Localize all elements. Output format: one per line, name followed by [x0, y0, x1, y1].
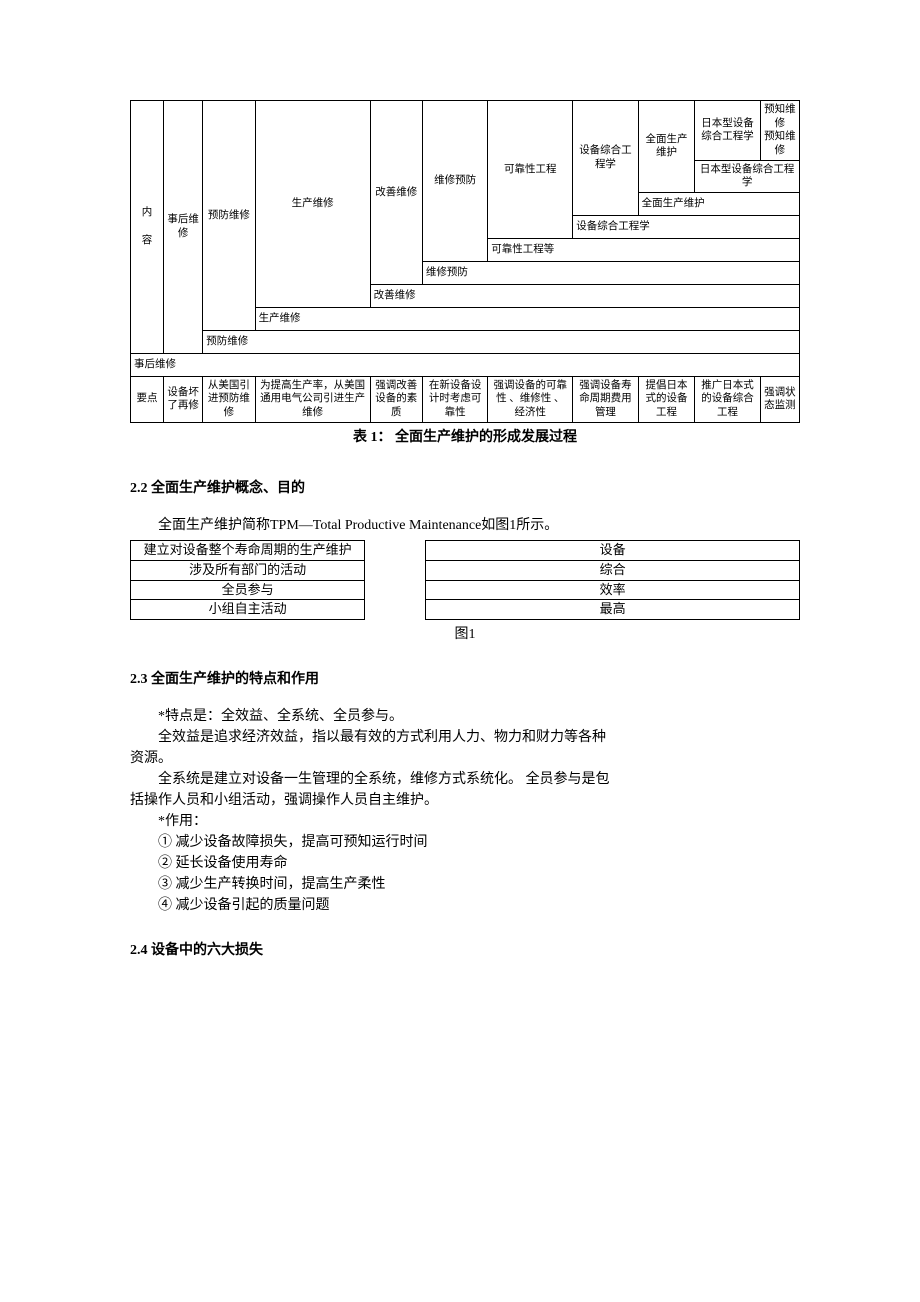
s23-line: 括操作人员和小组活动，强调操作人员自主维护。 [130, 790, 800, 811]
cell: 建立对设备整个寿命周期的生产维护 [131, 540, 365, 560]
s23-line: ① 减少设备故障损失，提高可预知运行时间 [130, 832, 800, 853]
s23-line: 全效益是追求经济效益，指以最有效的方式利用人力、物力和财力等各种 [130, 727, 800, 748]
cell: 从美国引进预防维修 [203, 376, 255, 422]
rowhead-content: 内 容 [131, 101, 164, 354]
rowhead-yaodian: 要点 [131, 376, 164, 422]
cell: 强调状态监测 [760, 376, 799, 422]
cell: 设备 [426, 540, 800, 560]
cell: 维修预防 [422, 101, 487, 262]
table1-caption: 表 1： 全面生产维护的形成发展过程 [130, 427, 800, 448]
cell: 强调改善设备的素质 [370, 376, 422, 422]
s23-line: 资源。 [130, 748, 800, 769]
cell: 为提高生产率，从美国通用电气公司引进生产维修 [255, 376, 370, 422]
cell: 设备坏了再修 [164, 376, 203, 422]
cell: 最高 [426, 600, 800, 620]
heading-2-3: 2.3 全面生产维护的特点和作用 [130, 669, 800, 690]
cell: 预防维修 [203, 101, 255, 331]
cell: 全面生产维护 [638, 192, 799, 215]
cell: 强调设备寿命周期费用管理 [573, 376, 638, 422]
cell: 改善维修 [370, 101, 422, 285]
s22-intro: 全面生产维护简称TPM—Total Productive Maintenance… [130, 515, 800, 536]
cell: 预知维修预知维修 [760, 101, 799, 161]
cell: 强调设备的可靠性 、维修性 、经济性 [488, 376, 573, 422]
cell: 涉及所有部门的活动 [131, 560, 365, 580]
heading-2-4: 2.4 设备中的六大损失 [130, 940, 800, 961]
cell: 日本型设备综合工程学 [695, 101, 760, 161]
cell: 全员参与 [131, 580, 365, 600]
s23-line: ③ 减少生产转换时间，提高生产柔性 [130, 874, 800, 895]
s23-line: ④ 减少设备引起的质量问题 [130, 895, 800, 916]
cell: 在新设备设计时考虑可靠性 [422, 376, 487, 422]
cell: 小组自主活动 [131, 600, 365, 620]
cell: 推广日本式的设备综合工程 [695, 376, 760, 422]
cell: 生产维修 [255, 307, 799, 330]
cell: 设备综合工程学 [573, 101, 638, 216]
figure1-caption: 图1 [130, 624, 800, 645]
s23-line: ② 延长设备使用寿命 [130, 853, 800, 874]
cell: 维修预防 [422, 261, 799, 284]
figure-1: 建立对设备整个寿命周期的生产维护 涉及所有部门的活动 全员参与 小组自主活动 设… [130, 540, 800, 621]
cell: 可靠性工程 [488, 101, 573, 239]
cell: 效率 [426, 580, 800, 600]
cell: 日本型设备综合工程学 [695, 160, 800, 192]
heading-2-2: 2.2 全面生产维护概念、目的 [130, 478, 800, 499]
cell: 可靠性工程等 [488, 238, 800, 261]
s23-line: *特点是：全效益、全系统、全员参与。 [130, 706, 800, 727]
cell: 综合 [426, 560, 800, 580]
cell: 提倡日本式的设备工程 [638, 376, 695, 422]
cell: 全面生产维护 [638, 101, 695, 193]
cell: 事后维修 [164, 101, 203, 354]
s23-line: 全系统是建立对设备一生管理的全系统，维修方式系统化。 全员参与是包 [130, 769, 800, 790]
figure1-right-table: 设备 综合 效率 最高 [425, 540, 800, 621]
cell: 预防维修 [203, 330, 800, 353]
cell: 改善维修 [370, 284, 799, 307]
cell: 事后维修 [131, 353, 800, 376]
cell: 生产维修 [255, 101, 370, 308]
s23-line: *作用： [130, 811, 800, 832]
figure1-left-table: 建立对设备整个寿命周期的生产维护 涉及所有部门的活动 全员参与 小组自主活动 [130, 540, 365, 621]
table-formation-process: 内 容 事后维修 预防维修 生产维修 改善维修 维修预防 可靠性工程 设备综合工… [130, 100, 800, 423]
cell: 设备综合工程学 [573, 215, 800, 238]
